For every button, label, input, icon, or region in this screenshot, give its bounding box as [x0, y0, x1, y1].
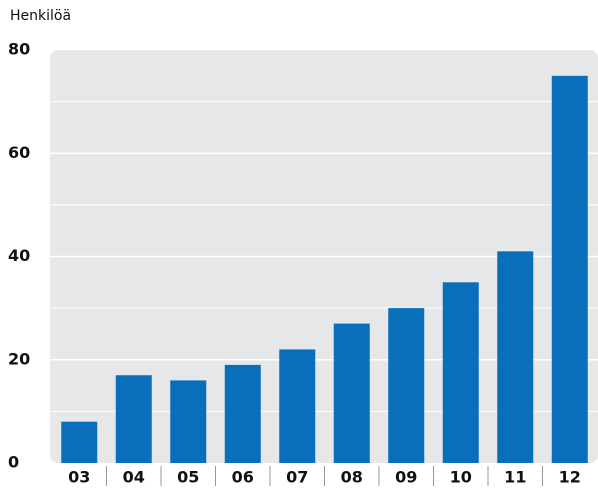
y-tick-label: 0 [8, 453, 19, 472]
y-tick-label: 60 [8, 143, 30, 162]
x-tick-label: 09 [395, 468, 417, 487]
bar [170, 380, 207, 463]
y-tick-label: 80 [8, 40, 30, 59]
y-tick-label: 20 [8, 349, 30, 368]
x-tick-label: 11 [504, 468, 526, 487]
x-tick-label: 04 [123, 468, 145, 487]
x-tick-label: 12 [559, 468, 581, 487]
bar [333, 323, 370, 463]
x-tick-label: 03 [68, 468, 90, 487]
bar [279, 349, 316, 463]
x-tick-label: 05 [177, 468, 199, 487]
bar [224, 364, 261, 463]
x-tick-label: 06 [232, 468, 254, 487]
x-tick-label: 08 [341, 468, 363, 487]
bar [497, 251, 534, 463]
bar [388, 308, 425, 463]
y-tick-label: 40 [8, 246, 30, 265]
bar [551, 75, 588, 463]
bar [442, 282, 479, 463]
y-axis-label: Henkilöä [10, 8, 71, 24]
x-tick-label: 07 [286, 468, 308, 487]
bar [115, 375, 152, 463]
x-tick-label: 10 [450, 468, 472, 487]
bar [61, 421, 98, 463]
